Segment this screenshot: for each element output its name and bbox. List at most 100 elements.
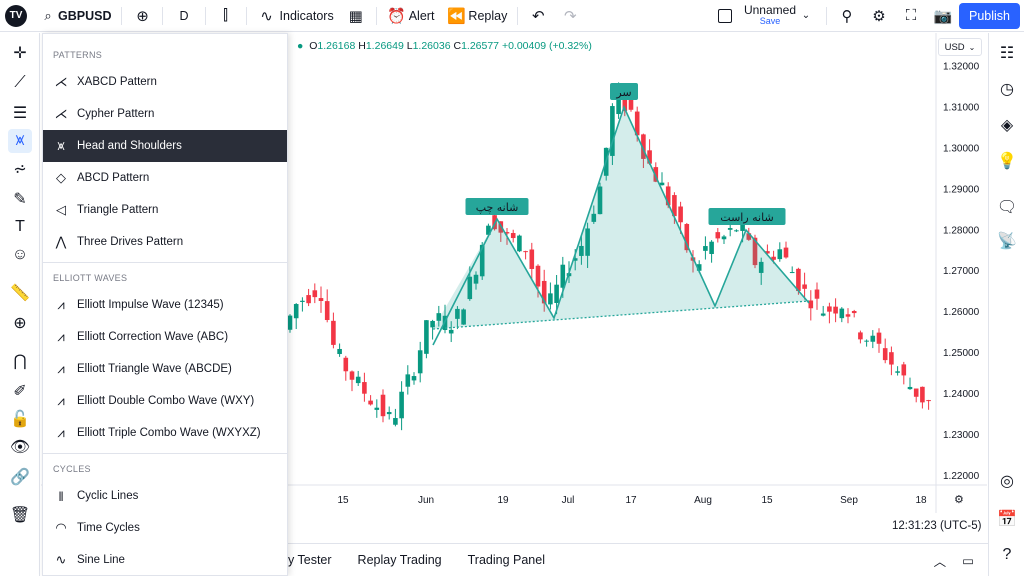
layout-checkbox[interactable] [712, 0, 738, 32]
layouts-button[interactable]: ▦ [340, 0, 372, 32]
tab-replay-trading[interactable]: Replay Trading [357, 553, 442, 567]
candle-body [504, 232, 510, 234]
alerts-clock-icon[interactable]: ◷ [1000, 81, 1014, 98]
watchlist-icon[interactable]: ☷ [999, 45, 1015, 62]
patterns-dropdown: PATTERNS ⋌ XABCD Pattern ⋌ Cypher Pattern ⩙ H… [42, 33, 288, 576]
dropdown-item-elliott-impulse[interactable]: ⩘ Elliott Impulse Wave (12345) [43, 289, 287, 321]
dropdown-item-cypher-pattern[interactable]: ⋌ Cypher Pattern [43, 98, 287, 130]
undo-button[interactable]: ↶ [522, 0, 554, 32]
dropdown-item-head-and-shoulders[interactable]: ⩙ Head and Shoulders [43, 130, 287, 162]
redo-button[interactable]: ↷ [554, 0, 586, 32]
dropdown-item-elliott-triple-combo[interactable]: ⩘ Elliott Triple Combo Wave (WXYXZ) [43, 417, 287, 449]
dropdown-item-elliott-correction[interactable]: ⩘ Elliott Correction Wave (ABC) [43, 321, 287, 353]
ruler-icon[interactable]: 📏 [10, 285, 30, 302]
elliott-triangle-icon: ⩘ [57, 361, 65, 376]
lock-icon[interactable]: 🔓 [10, 411, 30, 428]
alert-button[interactable]: ⏰ Alert [381, 0, 441, 32]
emoji-icon[interactable]: ☺ [11, 246, 29, 263]
bottom-panel-tabs: y Tester Replay Trading Trading Panel ︿ … [288, 543, 988, 576]
currency-selector[interactable]: USD ⌄ [938, 38, 982, 56]
separator [121, 6, 123, 25]
layout-name-button[interactable]: Unnamed Save ⌄ [738, 0, 822, 32]
candle-body [535, 265, 541, 287]
prediction-icon[interactable]: ⩫ [13, 161, 27, 178]
patterns-tool-icon[interactable]: ⩙ [8, 129, 32, 153]
target-icon[interactable]: ◎ [1000, 473, 1014, 490]
indicators-button[interactable]: ∿ Indicators [251, 0, 340, 32]
maximize-panel-icon[interactable]: ▭ [962, 553, 974, 568]
dropdown-item-label: Elliott Double Combo Wave (WXY) [77, 395, 255, 407]
dropdown-item-cyclic-lines[interactable]: ‖ Cyclic Lines [43, 480, 287, 512]
magnet-icon[interactable]: ⋂ [13, 353, 27, 370]
publish-button[interactable]: Publish [959, 2, 1020, 29]
trend-line-icon[interactable]: ⟋ [14, 74, 26, 91]
help-icon[interactable]: ? [1002, 546, 1012, 563]
price-tick-label: 1.23000 [943, 430, 980, 441]
checkbox-icon [717, 8, 732, 23]
candle-body [523, 251, 528, 253]
calendar-icon[interactable]: 📅 [997, 511, 1017, 528]
price-tick-label: 1.30000 [943, 143, 980, 154]
candle-body [920, 386, 925, 403]
dropdown-item-elliott-double-combo[interactable]: ⩘ Elliott Double Combo Wave (WXY) [43, 385, 287, 417]
horizontal-lines-icon[interactable]: ☰ [12, 105, 28, 122]
candle-body [746, 233, 752, 240]
dropdown-item-label: Three Drives Pattern [77, 236, 184, 248]
time-tick-label: Sep [840, 495, 858, 506]
link-icon[interactable]: 🔗 [10, 469, 30, 486]
symbol-search-button[interactable]: ⌕ GBPUSD [32, 0, 117, 32]
redo-icon: ↷ [564, 7, 577, 25]
candle-body [727, 228, 733, 230]
elliott-triple-combo-icon: ⩘ [57, 425, 65, 440]
elliott-list: ⩘ Elliott Impulse Wave (12345) ⩘ Elliott Co… [43, 289, 287, 449]
brush-icon[interactable]: ✎ [13, 191, 27, 208]
candle-body [715, 232, 721, 239]
zoom-in-icon[interactable]: ⊕ [13, 315, 27, 332]
text-icon[interactable]: T [15, 218, 25, 235]
compare-button[interactable]: ⊕ [126, 0, 158, 32]
candle-body [473, 274, 479, 284]
price-tick-label: 1.27000 [943, 266, 980, 277]
candle-body [783, 247, 789, 258]
eye-icon[interactable]: 👁 [9, 439, 31, 456]
snapshot-button[interactable]: 📷 [927, 0, 959, 32]
time-tick-label: 18 [915, 495, 927, 506]
symbol-name: GBPUSD [58, 8, 112, 23]
tab-trading-panel[interactable]: Trading Panel [467, 553, 545, 567]
tab-strategy-tester[interactable]: y Tester [288, 553, 332, 567]
price-chart[interactable]: 1.32000 1.31000 1.30000 1.29000 1.28000 1.270… [41, 33, 987, 543]
ideas-bulb-icon[interactable]: 💡 [997, 153, 1017, 170]
candle-body [913, 388, 919, 397]
fullscreen-button[interactable]: ⛶ [895, 0, 927, 32]
search-icon: ⌕ [44, 7, 52, 23]
layers-icon[interactable]: ◈ [1000, 117, 1014, 134]
crosshair-icon[interactable]: ✛ [13, 45, 27, 62]
dropdown-item-abcd-pattern[interactable]: ◇ ABCD Pattern [43, 162, 287, 194]
lock-drawing-icon[interactable]: ✐ [13, 383, 27, 400]
dropdown-item-elliott-triangle[interactable]: ⩘ Elliott Triangle Wave (ABCDE) [43, 353, 287, 385]
dropdown-item-xabcd-pattern[interactable]: ⋌ XABCD Pattern [43, 66, 287, 98]
candle-body [672, 195, 677, 217]
dropdown-item-sine-line[interactable]: ∿ Sine Line [43, 544, 287, 575]
replay-button[interactable]: ⏪ Replay [440, 0, 513, 32]
trash-icon[interactable]: 🗑 [9, 507, 31, 524]
settings-button[interactable]: ⚙ [863, 0, 895, 32]
patterns-list: ⋌ XABCD Pattern ⋌ Cypher Pattern ⩙ Head and S… [43, 66, 287, 258]
tradingview-logo[interactable]: TV [0, 0, 32, 32]
interval-button[interactable]: D [167, 0, 200, 32]
chat-icon[interactable]: 🗨 [996, 199, 1018, 216]
candle-body [622, 89, 628, 112]
dropdown-item-time-cycles[interactable]: ◠ Time Cycles [43, 512, 287, 544]
collapse-panel-icon[interactable]: ︿ [933, 554, 947, 569]
dropdown-item-triangle-pattern[interactable]: ◁ Triangle Pattern [43, 194, 287, 226]
open-label: O [309, 40, 318, 52]
streams-icon[interactable]: 📡 [997, 233, 1017, 250]
quick-search-button[interactable]: ⚲ [831, 0, 863, 32]
candle-body [448, 329, 454, 334]
right-toolbar: ☷ ◷ ◈ 💡 🗨 📡 ◎ 📅 ? [988, 33, 1024, 576]
dropdown-item-three-drives-pattern[interactable]: ⋀ Three Drives Pattern [43, 226, 287, 258]
dropdown-item-label: Time Cycles [77, 522, 140, 534]
chart-type-button[interactable]: ⫿ [210, 0, 242, 32]
candle-body [318, 298, 324, 302]
three-drives-pattern-icon: ⋀ [55, 234, 67, 249]
